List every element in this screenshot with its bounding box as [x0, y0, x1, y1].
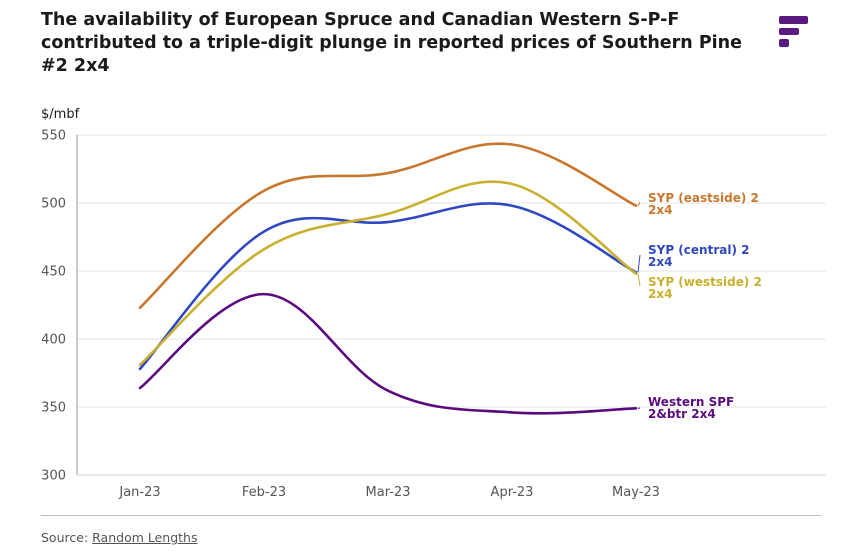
source-link[interactable]: Random Lengths	[92, 530, 198, 545]
series-label: 2x4	[648, 287, 672, 301]
x-tick-label: Apr-23	[491, 485, 534, 500]
series-label: 2&btr 2x4	[648, 407, 716, 421]
series-label-leader	[637, 201, 641, 206]
x-tick-label: Feb-23	[242, 485, 286, 500]
y-tick-label: 400	[41, 333, 66, 348]
y-tick-label: 500	[41, 197, 66, 212]
series-line	[138, 292, 638, 415]
x-tick-label: Jan-23	[118, 485, 160, 500]
x-tick-label: May-23	[612, 485, 660, 500]
series-label-leader	[637, 273, 641, 287]
y-tick-label: 350	[41, 401, 66, 416]
chart-title: The availability of European Spruce and …	[41, 10, 742, 76]
series-line	[138, 142, 638, 310]
footer-divider	[41, 515, 821, 516]
line-chart: 550 500 450 400 350 300 Jan-23 Feb-23 Mar-23 Apr-…	[41, 129, 826, 500]
brand-logo-icon	[779, 16, 808, 47]
y-tick-label: 550	[41, 129, 66, 144]
series-label: 2x4	[648, 255, 672, 269]
y-tick-label: 450	[41, 265, 66, 280]
y-tick-label: 300	[41, 469, 66, 484]
series-label: Western SPF	[648, 395, 734, 409]
series-label: SYP (westside) 2	[648, 275, 762, 289]
source-note: Source: Random Lengths	[41, 530, 198, 545]
series-line	[138, 180, 638, 367]
series-label: SYP (central) 2	[648, 243, 749, 257]
source-prefix: Source:	[41, 530, 89, 545]
series-label: 2x4	[648, 203, 672, 217]
series-label-leader	[637, 254, 641, 273]
series-line	[138, 202, 638, 371]
y-axis-label: $/mbf	[41, 107, 80, 122]
x-tick-label: Mar-23	[366, 485, 411, 500]
series-label: SYP (eastside) 2	[648, 191, 759, 205]
